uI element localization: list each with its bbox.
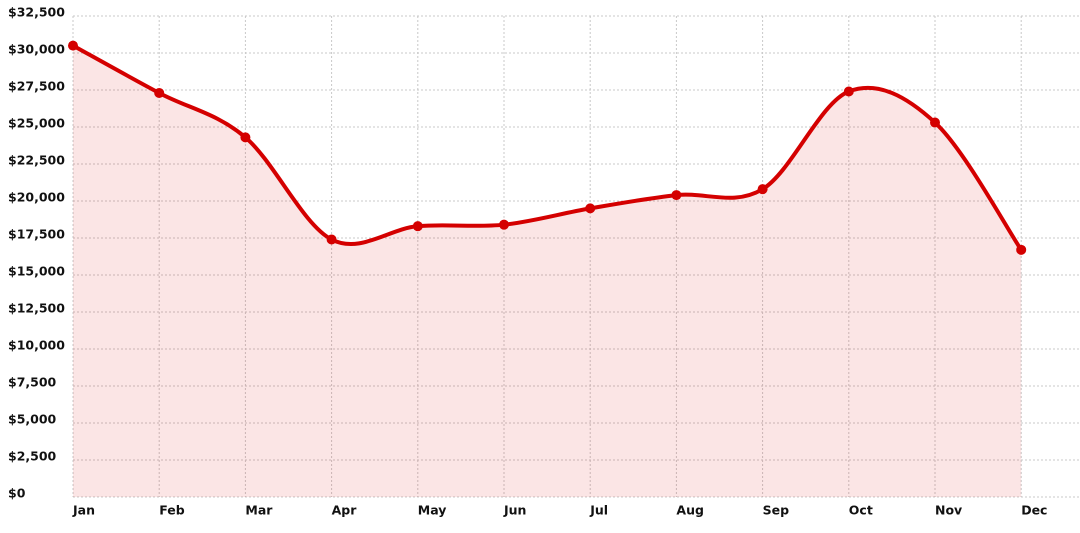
x-tick-label: Aug (676, 503, 704, 518)
y-tick-label: $32,500 (8, 5, 65, 20)
y-tick-label: $2,500 (8, 449, 57, 464)
point (68, 40, 78, 51)
point (671, 190, 682, 201)
x-tick-label: Nov (935, 503, 962, 518)
y-tick-label: $5,000 (8, 412, 57, 427)
point (326, 234, 337, 245)
point (499, 219, 509, 230)
y-tick-label: $30,000 (8, 42, 65, 57)
x-tick-label: Mar (245, 503, 273, 518)
x-tick-label: Feb (159, 503, 185, 518)
y-tick-label: $17,500 (8, 227, 65, 242)
y-tick-label: $10,000 (8, 338, 65, 353)
y-tick-label: $25,000 (8, 116, 65, 131)
point (240, 132, 251, 143)
y-tick-label: $22,500 (8, 153, 65, 168)
area-fill (73, 45, 1022, 497)
x-tick-label: Apr (332, 503, 358, 518)
y-tick-label: $0 (8, 486, 26, 501)
x-tick-label: May (418, 503, 447, 518)
y-tick-label: $12,500 (8, 301, 65, 316)
point (1016, 244, 1027, 255)
point (757, 184, 768, 195)
x-tick-label: Jun (503, 503, 526, 518)
x-tick-label: Oct (849, 503, 873, 518)
point (843, 86, 854, 97)
x-tick-label: Dec (1021, 503, 1047, 518)
x-tick-label: Jan (72, 503, 95, 518)
point (585, 203, 596, 214)
x-tick-label: Sep (763, 503, 789, 518)
y-tick-label: $7,500 (8, 375, 57, 390)
point (154, 87, 165, 98)
x-tick-label: Jul (589, 503, 608, 518)
y-tick-label: $15,000 (8, 264, 65, 279)
point (412, 221, 423, 232)
point (930, 117, 940, 128)
y-tick-label: $27,500 (8, 79, 65, 94)
y-tick-label: $20,000 (8, 190, 65, 205)
